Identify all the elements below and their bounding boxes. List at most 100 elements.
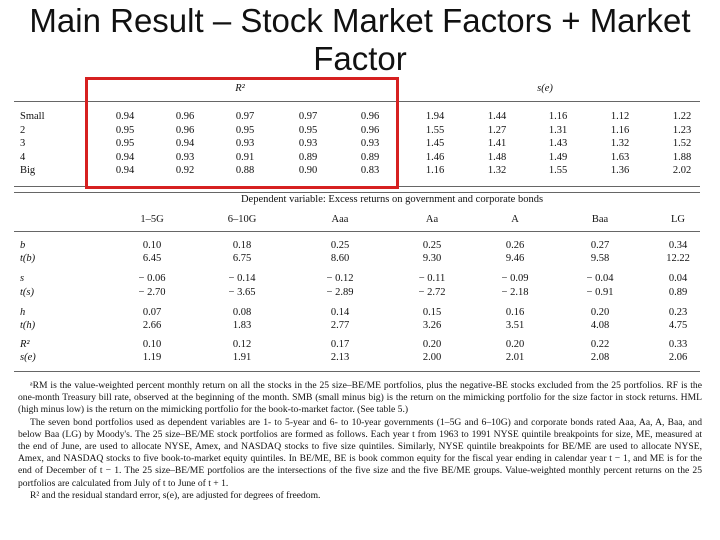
cell: 1.36 — [610, 165, 630, 176]
cell: 0.96 — [175, 111, 195, 122]
cell: 2.02 — [672, 165, 692, 176]
cell: 1.83 — [232, 320, 252, 331]
cell: 9.58 — [590, 253, 610, 264]
cell: 2.06 — [668, 352, 688, 363]
cell: 0.07 — [142, 307, 162, 318]
cell: − 2.89 — [326, 287, 354, 298]
cell: 1.91 — [232, 352, 252, 363]
cell: 0.93 — [175, 151, 195, 163]
column-header: 6–10G — [227, 214, 257, 225]
cell: 0.91 — [235, 151, 255, 163]
column-header: s(e) — [537, 83, 553, 94]
cell: 2.13 — [330, 352, 350, 363]
cell: 0.95 — [115, 124, 135, 136]
cell: 1.41 — [487, 138, 507, 149]
cell: 0.89 — [668, 287, 688, 298]
cell: − 0.12 — [326, 273, 354, 284]
row-label: R² — [20, 339, 30, 350]
cell: 1.55 — [425, 124, 445, 136]
cell: 0.92 — [175, 165, 195, 176]
column-header: Baa — [591, 214, 609, 225]
column-header: Aa — [425, 214, 439, 225]
cell: 1.16 — [425, 165, 445, 176]
cell: 1.88 — [672, 151, 692, 163]
row-label: b — [20, 240, 26, 251]
cell: 0.95 — [298, 124, 318, 136]
cell: 0.20 — [590, 307, 610, 318]
cell: 0.18 — [232, 240, 252, 251]
cell: 0.95 — [235, 124, 255, 136]
cell: 0.94 — [115, 165, 135, 176]
cell: 0.89 — [360, 151, 380, 163]
cell: 1.55 — [548, 165, 568, 176]
cell: 0.25 — [422, 240, 442, 251]
row-label: 4 — [20, 151, 26, 163]
cell: 0.33 — [668, 339, 688, 350]
row-label: s — [20, 273, 25, 284]
footnotes: ᵃRM is the value-weighted percent monthl… — [18, 380, 702, 502]
cell: 0.95 — [115, 138, 135, 149]
rule — [14, 101, 700, 102]
column-header: Aaa — [331, 214, 349, 225]
cell: 4.08 — [590, 320, 610, 331]
cell: 0.08 — [232, 307, 252, 318]
cell: 1.32 — [610, 138, 630, 149]
cell: 0.34 — [668, 240, 688, 251]
row-label: t(h) — [20, 320, 36, 331]
cell: 0.94 — [115, 151, 135, 163]
cell: 0.12 — [232, 339, 252, 350]
cell: 1.46 — [425, 151, 445, 163]
cell: 6.45 — [142, 253, 162, 264]
cell: 0.14 — [330, 307, 350, 318]
slide-title: Main Result – Stock Market Factors + Mar… — [29, 2, 691, 77]
cell: − 0.04 — [586, 273, 614, 284]
cell: 0.93 — [360, 138, 380, 149]
cell: 1.45 — [425, 138, 445, 149]
cell: 8.60 — [330, 253, 350, 264]
cell: 1.22 — [672, 111, 692, 122]
footnote: The seven bond portfolios used as depend… — [18, 416, 702, 489]
cell: 0.96 — [360, 111, 380, 122]
cell: − 2.18 — [501, 287, 529, 298]
cell: 0.94 — [115, 111, 135, 122]
cell: 0.97 — [298, 111, 318, 122]
cell: 0.93 — [298, 138, 318, 149]
footnote: ᵃRM is the value-weighted percent monthl… — [18, 380, 702, 416]
cell: 9.46 — [505, 253, 525, 264]
cell: − 0.91 — [586, 287, 614, 298]
cell: 0.90 — [298, 165, 318, 176]
cell: 1.44 — [487, 111, 507, 122]
cell: 0.10 — [142, 240, 162, 251]
cell: 0.27 — [590, 240, 610, 251]
row-label: h — [20, 307, 26, 318]
cell: 0.17 — [330, 339, 350, 350]
cell: 0.22 — [590, 339, 610, 350]
row-label: 3 — [20, 138, 26, 149]
cell: 0.23 — [668, 307, 688, 318]
cell: − 3.65 — [228, 287, 256, 298]
cell: 0.93 — [235, 138, 255, 149]
cell: 1.48 — [487, 151, 507, 163]
cell: 0.25 — [330, 240, 350, 251]
cell: 1.12 — [610, 111, 630, 122]
cell: 1.49 — [548, 151, 568, 163]
row-label: s(e) — [20, 352, 36, 363]
cell: 0.88 — [235, 165, 255, 176]
cell: − 0.14 — [228, 273, 256, 284]
cell: 0.16 — [505, 307, 525, 318]
cell: 2.08 — [590, 352, 610, 363]
cell: 0.20 — [422, 339, 442, 350]
cell: 12.22 — [666, 253, 690, 264]
cell: 0.97 — [235, 111, 255, 122]
cell: 0.96 — [175, 124, 195, 136]
column-header: R² — [235, 83, 245, 94]
cell: 1.23 — [672, 124, 692, 136]
cell: 0.89 — [298, 151, 318, 163]
row-label: t(s) — [20, 287, 34, 298]
cell: 2.01 — [505, 352, 525, 363]
row-label: Big — [20, 165, 36, 176]
cell: − 0.11 — [418, 273, 446, 284]
footnote: R² and the residual standard error, s(e)… — [30, 489, 321, 501]
cell: 2.00 — [422, 352, 442, 363]
